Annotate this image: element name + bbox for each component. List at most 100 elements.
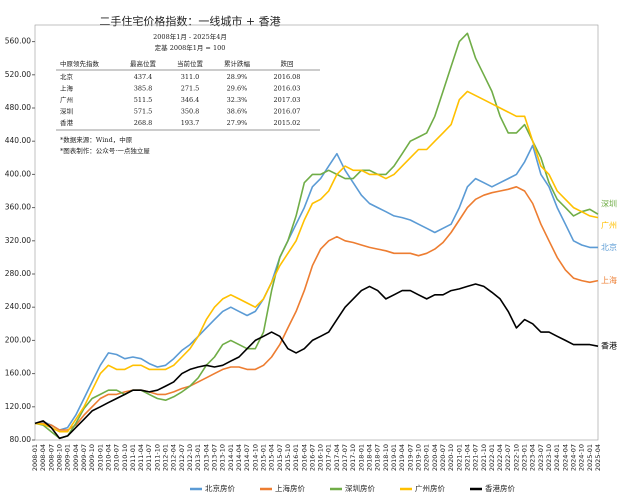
x-tick-label: 2009-07 <box>80 444 88 471</box>
x-tick-label: 2017-04 <box>333 444 341 471</box>
x-tick-label: 2016-07 <box>308 444 316 471</box>
y-tick-label: 320.00 <box>5 236 31 245</box>
x-tick-label: 2011-04 <box>137 444 145 471</box>
x-tick-label: 2019-07 <box>406 444 414 471</box>
end-label: 广州 <box>601 220 617 230</box>
table-cell: 571.5 <box>134 108 153 116</box>
x-tick-label: 2021-10 <box>480 444 488 471</box>
base-note: 定基 2008年1月 = 100 <box>155 43 226 52</box>
table-cell: 437.4 <box>134 73 153 81</box>
series-line <box>34 144 598 431</box>
x-tick-label: 2023-04 <box>529 444 537 471</box>
y-tick-label: 80.00 <box>10 435 32 444</box>
x-tick-label: 2008-01 <box>31 444 39 471</box>
x-tick-label: 2011-07 <box>145 444 153 471</box>
x-tick-label: 2009-10 <box>88 444 96 471</box>
x-tick-label: 2022-04 <box>496 444 504 471</box>
chart-title: 二手住宅价格指数：一线城市 + 香港 <box>99 14 280 28</box>
table-cell: 2015.02 <box>274 119 301 127</box>
x-tick-label: 2010-04 <box>104 444 112 471</box>
x-tick-label: 2021-04 <box>463 444 471 471</box>
legend-label: 北京房价 <box>205 483 235 493</box>
x-tick-label: 2018-04 <box>366 444 374 471</box>
table-cell: 193.7 <box>181 119 200 127</box>
y-tick-label: 240.00 <box>5 302 31 311</box>
x-tick-label: 2017-01 <box>325 444 333 471</box>
x-tick-label: 2022-10 <box>512 444 520 471</box>
table-header: 当前位置 <box>177 59 204 68</box>
x-tick-label: 2011-10 <box>153 444 161 471</box>
x-tick-label: 2021-07 <box>472 444 480 471</box>
y-tick-label: 440.00 <box>5 136 31 145</box>
table-cell: 2016.07 <box>274 108 301 116</box>
x-tick-label: 2020-04 <box>431 444 439 471</box>
x-tick-label: 2008-04 <box>39 444 47 471</box>
legend-label: 深圳房价 <box>345 483 375 493</box>
y-tick-label: 200.00 <box>5 335 31 344</box>
table-cell: 2016.08 <box>274 73 301 81</box>
x-tick-label: 2016-10 <box>317 444 325 471</box>
x-tick-label: 2014-07 <box>243 444 251 471</box>
x-tick-label: 2025-04 <box>594 444 602 471</box>
table-cell: 38.6% <box>227 108 248 116</box>
x-tick-label: 2012-07 <box>178 444 186 471</box>
x-tick-label: 2008-07 <box>47 444 55 471</box>
x-tick-label: 2012-01 <box>162 444 170 471</box>
x-tick-label: 2013-01 <box>194 444 202 471</box>
x-tick-label: 2011-01 <box>129 444 137 471</box>
y-tick-label: 560.00 <box>5 37 31 46</box>
y-tick-label: 480.00 <box>5 103 31 112</box>
x-tick-label: 2017-10 <box>349 444 357 471</box>
x-tick-label: 2010-01 <box>96 444 104 471</box>
x-tick-label: 2014-04 <box>235 444 243 471</box>
x-tick-label: 2025-01 <box>586 444 594 471</box>
table-cell: 385.8 <box>134 85 153 93</box>
x-tick-label: 2018-10 <box>382 444 390 471</box>
table-cell: 346.4 <box>181 96 200 104</box>
table-cell: 广州 <box>60 95 73 104</box>
table-cell: 香港 <box>60 118 74 127</box>
table-header: 跌回 <box>281 59 294 68</box>
y-tick-label: 520.00 <box>5 70 31 79</box>
y-tick-label: 160.00 <box>5 369 31 378</box>
x-tick-label: 2016-01 <box>292 444 300 471</box>
legend-label: 上海房价 <box>275 483 305 493</box>
end-label: 北京 <box>601 242 617 252</box>
table-cell: 350.8 <box>181 108 200 116</box>
x-tick-label: 2012-10 <box>186 444 194 471</box>
table-cell: 28.9% <box>227 73 248 81</box>
x-tick-label: 2014-01 <box>227 444 235 471</box>
y-tick-label: 360.00 <box>5 203 31 212</box>
x-tick-label: 2018-07 <box>374 444 382 471</box>
chart-subtitle: 2008年1月 - 2025年4月 <box>153 32 227 41</box>
x-tick-label: 2021-01 <box>455 444 463 471</box>
end-label: 上海 <box>601 275 617 285</box>
table-cell: 北京 <box>60 72 74 81</box>
x-tick-label: 2015-07 <box>276 444 284 471</box>
table-bg <box>56 56 321 130</box>
table-cell: 29.6% <box>227 85 248 93</box>
x-tick-label: 2019-01 <box>390 444 398 471</box>
x-tick-label: 2020-01 <box>423 444 431 471</box>
note: *图表制作：公众号·一点独立屋 <box>60 146 150 155</box>
x-tick-label: 2024-07 <box>570 444 578 471</box>
x-tick-label: 2023-07 <box>537 444 545 471</box>
table-cell: 511.5 <box>134 96 153 104</box>
x-tick-label: 2018-01 <box>357 444 365 471</box>
table-header: 最高位置 <box>130 59 157 68</box>
legend-label: 香港房价 <box>485 483 515 493</box>
x-tick-label: 2014-10 <box>251 444 259 471</box>
x-tick-label: 2008-10 <box>55 444 63 471</box>
x-tick-label: 2016-04 <box>300 444 308 471</box>
table-cell: 268.8 <box>134 119 153 127</box>
x-tick-label: 2024-10 <box>578 444 586 471</box>
series-line <box>34 283 599 440</box>
x-tick-label: 2023-01 <box>521 444 529 471</box>
x-tick-label: 2024-01 <box>553 444 561 471</box>
table-header: 累计跌幅 <box>224 59 251 68</box>
x-tick-label: 2009-01 <box>64 444 72 471</box>
x-tick-label: 2010-10 <box>121 444 129 471</box>
y-tick-label: 120.00 <box>5 402 31 411</box>
